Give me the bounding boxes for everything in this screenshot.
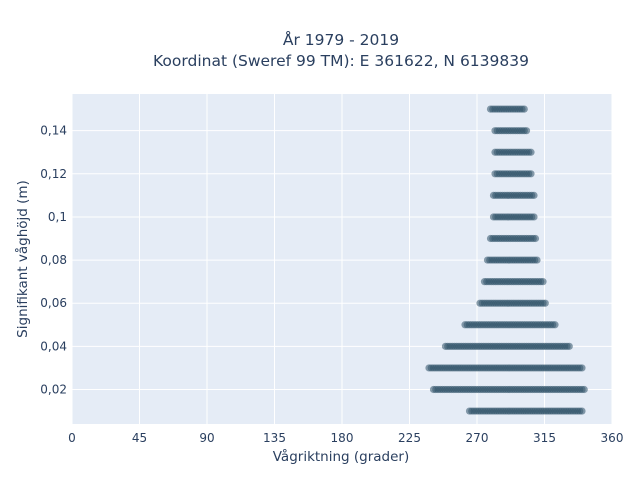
scatter-point xyxy=(530,213,538,221)
y-tick-label: 0,04 xyxy=(40,339,67,353)
y-tick-label: 0,08 xyxy=(40,253,67,267)
x-tick-label: 315 xyxy=(533,431,556,445)
scatter-point xyxy=(531,234,540,243)
scatter-point xyxy=(522,127,531,135)
scatter-point xyxy=(578,407,586,415)
y-tick-label: 0,06 xyxy=(40,296,67,310)
data-points xyxy=(425,105,588,415)
y-tick-label: 0,12 xyxy=(40,167,67,181)
x-tick-label: 270 xyxy=(466,431,489,445)
x-tick-label: 180 xyxy=(331,431,354,445)
y-tick-label: 0,02 xyxy=(40,382,67,396)
x-tick-label: 0 xyxy=(68,431,76,445)
x-tick-labels: 0 45 90 135 180 225 270 315 360 xyxy=(68,431,623,445)
scatter-point xyxy=(539,278,547,286)
y-tick-label: 0,1 xyxy=(48,210,67,224)
scatter-point xyxy=(530,191,538,199)
x-axis-title: Vågriktning (grader) xyxy=(273,448,410,465)
chart-title-line2: Koordinat (Sweref 99 TM): E 361622, N 61… xyxy=(153,52,529,70)
x-tick-label: 90 xyxy=(199,431,214,445)
scatter-point xyxy=(551,321,559,329)
x-tick-label: 360 xyxy=(601,431,624,445)
x-tick-label: 135 xyxy=(263,431,286,445)
y-tick-label: 0,14 xyxy=(40,124,67,138)
scatter-point xyxy=(527,148,535,156)
x-tick-label: 225 xyxy=(398,431,421,445)
scatter-point xyxy=(580,385,588,394)
scatter-point xyxy=(527,170,535,178)
scatter-point xyxy=(541,299,549,307)
y-tick-labels: 0,02 0,04 0,06 0,08 0,1 0,12 0,14 xyxy=(40,124,67,397)
chart-title-line1: År 1979 - 2019 xyxy=(283,30,399,49)
scatter-point xyxy=(565,342,573,350)
scatter-point xyxy=(520,105,528,113)
x-tick-label: 45 xyxy=(132,431,147,445)
y-axis-title: Signifikant våghöjd (m) xyxy=(14,180,31,338)
scatter-point xyxy=(533,256,541,264)
scatter-point xyxy=(578,364,586,372)
